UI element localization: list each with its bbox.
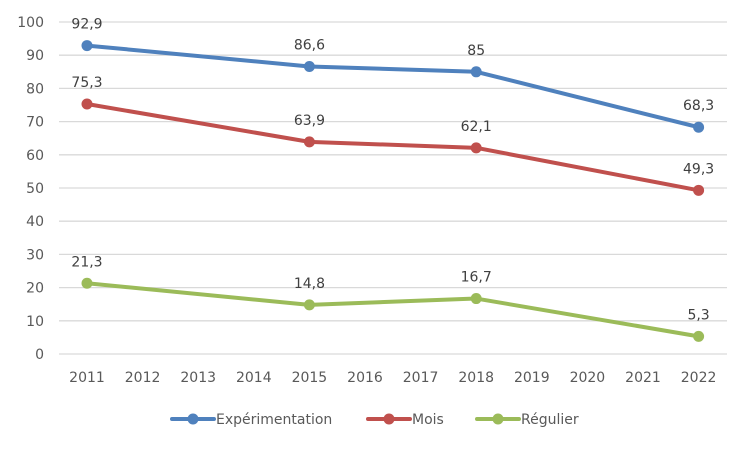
- series-line: [85, 43, 701, 130]
- series-line: [85, 281, 701, 339]
- data-label: 63,9: [294, 113, 325, 129]
- data-label: 5,3: [687, 307, 709, 323]
- data-point: [303, 60, 315, 72]
- series-mois: [81, 98, 705, 196]
- x-tick-label: 2015: [292, 370, 328, 386]
- legend-label: Expérimentation: [216, 412, 332, 428]
- data-label: 21,3: [71, 254, 102, 270]
- y-tick-label: 80: [26, 81, 44, 97]
- y-tick-label: 20: [26, 281, 44, 297]
- data-labels: 92,9 86,6 85 68,3 75,3 63,9 62,1 49,3 21,3 14,8 16…: [71, 17, 714, 324]
- y-tick-label: 100: [17, 15, 44, 31]
- data-label: 68,3: [683, 98, 714, 114]
- data-label: 49,3: [683, 161, 714, 177]
- legend-item-régulier: Régulier: [475, 412, 579, 428]
- gridlines: [59, 21, 727, 355]
- legend: Expérimentation Mois Régulier: [170, 412, 579, 428]
- legend-marker-icon: [492, 413, 504, 425]
- series-group: [81, 40, 705, 342]
- x-tick-label: 2012: [125, 370, 161, 386]
- data-point: [470, 142, 482, 154]
- data-label: 14,8: [294, 276, 325, 292]
- legend-item-expérimentation: Expérimentation: [170, 412, 332, 428]
- data-point: [470, 293, 482, 305]
- y-tick-label: 70: [26, 115, 44, 131]
- x-tick-label: 2021: [625, 370, 661, 386]
- data-point: [81, 277, 93, 289]
- x-tick-label: 2018: [458, 370, 494, 386]
- y-tick-label: 90: [26, 48, 44, 64]
- data-label: 86,6: [294, 37, 325, 53]
- y-tick-label: 60: [26, 148, 44, 164]
- series-expérimentation: [81, 40, 705, 133]
- y-axis-ticks: 0 10 20 30 40 50 60 70 80 90 100: [17, 15, 44, 363]
- data-label: 16,7: [461, 270, 492, 286]
- y-tick-label: 40: [26, 214, 44, 230]
- x-tick-label: 2013: [180, 370, 216, 386]
- x-tick-label: 2019: [514, 370, 550, 386]
- legend-label: Régulier: [521, 412, 579, 428]
- data-label: 92,9: [71, 17, 102, 33]
- x-tick-label: 2020: [570, 370, 606, 386]
- data-point: [81, 40, 93, 52]
- y-tick-label: 10: [26, 314, 44, 330]
- data-label: 62,1: [461, 119, 492, 135]
- x-tick-label: 2016: [347, 370, 383, 386]
- y-tick-label: 0: [35, 347, 44, 363]
- x-tick-label: 2014: [236, 370, 272, 386]
- y-tick-label: 50: [26, 181, 44, 197]
- series-régulier: [81, 277, 705, 342]
- data-label: 85: [467, 43, 485, 59]
- data-point: [303, 136, 315, 148]
- x-tick-label: 2022: [681, 370, 717, 386]
- data-label: 75,3: [71, 75, 102, 91]
- data-point: [693, 184, 705, 196]
- x-tick-label: 2017: [403, 370, 439, 386]
- y-tick-label: 30: [26, 247, 44, 263]
- legend-item-mois: Mois: [366, 412, 444, 428]
- series-line: [85, 102, 701, 193]
- x-tick-label: 2011: [69, 370, 105, 386]
- data-point: [81, 98, 93, 110]
- legend-marker-icon: [187, 413, 199, 425]
- data-point: [303, 299, 315, 311]
- data-point: [470, 66, 482, 78]
- data-point: [693, 121, 705, 133]
- x-axis-ticks: 2011 2012 2013 2014 2015 2016 2017 2018 2019 2020…: [69, 370, 716, 386]
- data-point: [693, 330, 705, 342]
- legend-label: Mois: [412, 412, 444, 428]
- legend-marker-icon: [383, 413, 395, 425]
